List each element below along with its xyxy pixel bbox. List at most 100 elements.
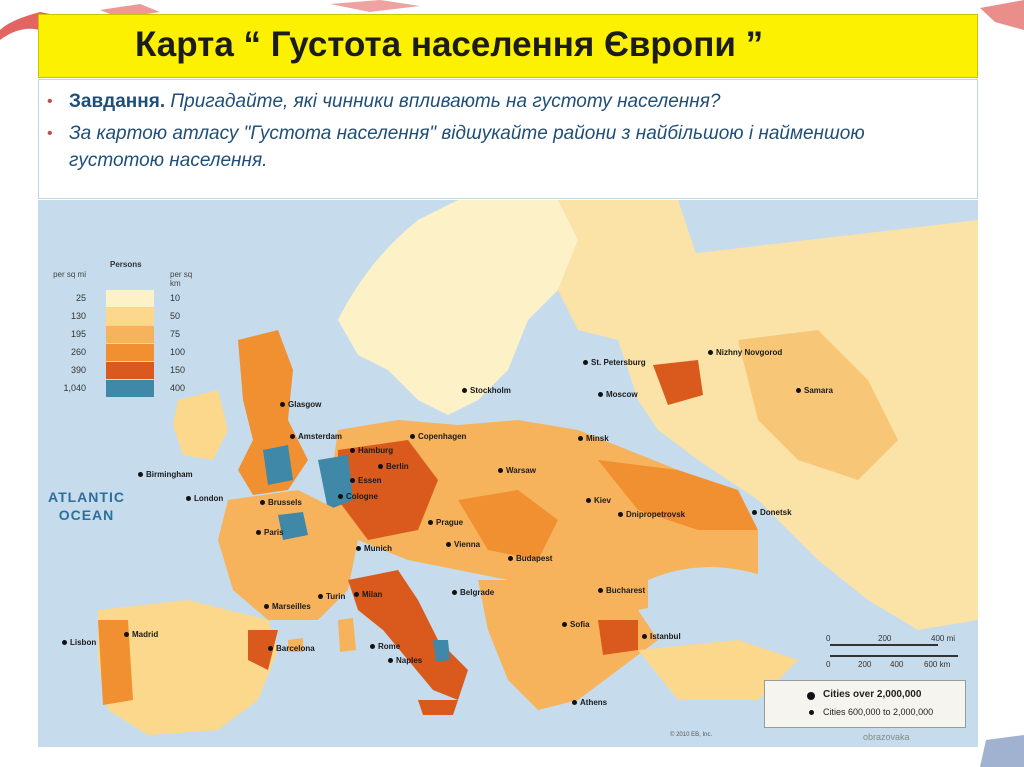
city-dot-icon xyxy=(356,546,361,551)
slide-title-bar: Карта “ Густота населення Європи ” xyxy=(38,14,978,78)
scale-km-label-3: 600 km xyxy=(924,660,951,669)
map-copyright: © 2010 EB, Inc. xyxy=(670,732,713,738)
watermark: obrazovaka xyxy=(863,732,910,742)
city-dot-icon xyxy=(752,510,757,515)
city-dot-icon xyxy=(62,640,67,645)
legend-row: 1,040 400 xyxy=(52,380,202,397)
city-label: Lisbon xyxy=(62,638,96,647)
city-label: Barcelona xyxy=(268,644,315,653)
city-dot-icon xyxy=(264,604,269,609)
bullet-icon: • xyxy=(47,125,53,142)
city-dot-icon xyxy=(354,592,359,597)
city-dot-icon xyxy=(562,622,567,627)
city-label: Turin xyxy=(318,592,345,601)
europe-map-drawing xyxy=(38,200,978,747)
city-label: Munich xyxy=(356,544,392,553)
city-label: Berlin xyxy=(378,462,409,471)
legend-swatch xyxy=(106,290,154,307)
city-label: Belgrade xyxy=(452,588,494,597)
city-label: Essen xyxy=(350,476,382,485)
city-label: Glasgow xyxy=(280,400,321,409)
legend-left-value: 260 xyxy=(70,347,86,357)
city-dot-icon xyxy=(186,496,191,501)
scale-mi-label-2: 400 mi xyxy=(931,634,956,643)
ocean-label: ATLANTIC OCEAN xyxy=(48,489,125,523)
legend-row: 195 75 xyxy=(52,326,202,343)
task-lead: Завдання. xyxy=(69,91,166,112)
legend-swatch xyxy=(106,308,154,325)
city-label: Warsaw xyxy=(498,466,536,475)
legend-right-value: 75 xyxy=(170,329,181,339)
city-label: Naples xyxy=(388,656,422,665)
city-label: Samara xyxy=(796,386,833,395)
city-dot-icon xyxy=(318,594,323,599)
legend-swatch xyxy=(106,326,154,343)
iberia-region xyxy=(98,600,278,735)
city-label: Prague xyxy=(428,518,463,527)
city-label: Sofia xyxy=(562,620,590,629)
city-dot-icon xyxy=(388,658,393,663)
ireland-region xyxy=(173,390,228,460)
city-dot-icon xyxy=(586,498,591,503)
scale-km-label-1: 200 xyxy=(858,660,872,669)
legend-right-value: 150 xyxy=(170,365,186,375)
city-dot-icon xyxy=(260,500,265,505)
city-dot-icon xyxy=(256,530,261,535)
legend-swatch xyxy=(106,380,154,397)
city-label: Hamburg xyxy=(350,446,393,455)
city-dot-icon xyxy=(410,434,415,439)
city-label: Nizhny Novgorod xyxy=(708,348,782,357)
city-label: Donetsk xyxy=(752,508,792,517)
legend-row: 25 10 xyxy=(52,290,202,307)
task-question: Пригадайте, які чинники впливають на гус… xyxy=(170,91,721,112)
city-label: Paris xyxy=(256,528,284,537)
scale-mi-label-1: 200 xyxy=(878,634,892,643)
legend-left-value: 195 xyxy=(70,329,86,339)
city-dot-icon xyxy=(350,478,355,483)
city-label: Bucharest xyxy=(598,586,645,595)
slide-title: Карта “ Густота населення Європи ” xyxy=(135,25,764,64)
city-dot-icon xyxy=(618,512,623,517)
legend-right-unit: per sq km xyxy=(170,270,193,288)
legend-right-value: 400 xyxy=(170,383,186,393)
cities-legend: Cities over 2,000,000 Cities 600,000 to … xyxy=(764,680,966,728)
density-legend: per sq mi Persons per sq km 25 10 130 50 195… xyxy=(52,260,202,430)
city-label: Minsk xyxy=(578,434,609,443)
city-label: Amsterdam xyxy=(290,432,342,441)
city-dot-icon xyxy=(350,448,355,453)
city-label: Cologne xyxy=(338,492,378,501)
legend-swatch xyxy=(106,344,154,361)
city-label: Vienna xyxy=(446,540,480,549)
legend-right-value: 10 xyxy=(170,293,181,303)
city-label: Kiev xyxy=(586,496,611,505)
legend-row: 130 50 xyxy=(52,308,202,325)
city-dot-icon xyxy=(462,388,467,393)
task-instruction-item: • За картою атласу "Густота населення" в… xyxy=(47,120,959,174)
scandinavia-region xyxy=(338,200,578,415)
city-label: Dnipropetrovsk xyxy=(618,510,685,519)
city-label: Stockholm xyxy=(462,386,511,395)
city-dot-icon xyxy=(124,632,129,637)
legend-left-value: 130 xyxy=(70,311,86,321)
legend-right-value: 100 xyxy=(170,347,186,357)
city-label: Rome xyxy=(370,642,400,651)
city-label: Milan xyxy=(354,590,382,599)
city-dot-icon xyxy=(796,388,801,393)
legend-left-value: 1,040 xyxy=(63,383,86,393)
city-dot-icon xyxy=(138,472,143,477)
legend-row: 390 150 xyxy=(52,362,202,379)
city-label: Birmingham xyxy=(138,470,193,479)
city-dot-icon xyxy=(708,350,713,355)
city-label: Athens xyxy=(572,698,607,707)
city-label: Istanbul xyxy=(642,632,681,641)
city-dot-icon xyxy=(280,402,285,407)
city-label: Copenhagen xyxy=(410,432,466,441)
scale-mi-label-0: 0 xyxy=(826,634,831,643)
city-dot-icon xyxy=(572,700,577,705)
big-city-dot-icon xyxy=(807,692,815,700)
city-label: Moscow xyxy=(598,390,638,399)
italy-region xyxy=(348,570,468,700)
legend-left-value: 25 xyxy=(75,293,86,303)
city-label: St. Petersburg xyxy=(583,358,646,367)
city-dot-icon xyxy=(370,644,375,649)
